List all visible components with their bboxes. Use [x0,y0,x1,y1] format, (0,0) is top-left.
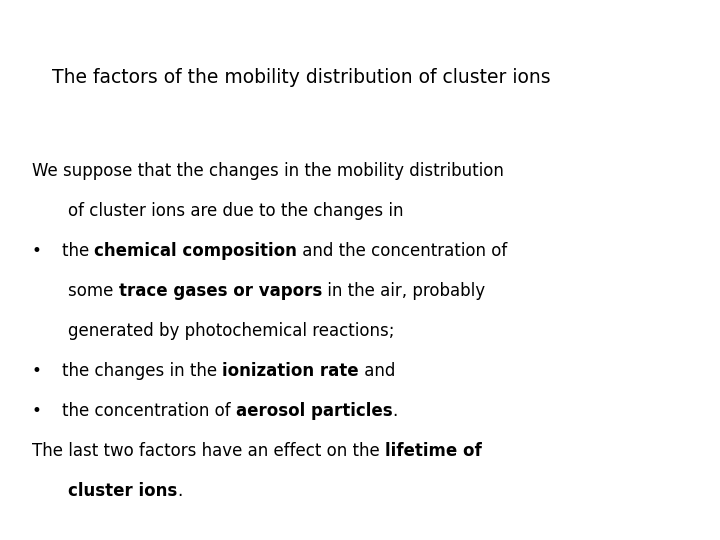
Text: •: • [32,362,42,380]
Text: .: . [392,402,397,420]
Text: ionization rate: ionization rate [222,362,359,380]
Text: generated by photochemical reactions;: generated by photochemical reactions; [68,322,395,340]
Text: .: . [177,482,182,500]
Text: in the air, probably: in the air, probably [322,282,485,300]
Text: We suppose that the changes in the mobility distribution: We suppose that the changes in the mobil… [32,162,504,180]
Text: •: • [32,402,42,420]
Text: aerosol particles: aerosol particles [236,402,392,420]
Text: the concentration of: the concentration of [62,402,236,420]
Text: of cluster ions are due to the changes in: of cluster ions are due to the changes i… [68,202,403,220]
Text: chemical composition: chemical composition [94,242,297,260]
Text: and the concentration of: and the concentration of [297,242,508,260]
Text: cluster ions: cluster ions [68,482,177,500]
Text: •: • [32,242,42,260]
Text: The factors of the mobility distribution of cluster ions: The factors of the mobility distribution… [52,68,551,87]
Text: The last two factors have an effect on the: The last two factors have an effect on t… [32,442,385,460]
Text: the: the [62,242,94,260]
Text: and: and [359,362,395,380]
Text: trace gases or vapors: trace gases or vapors [119,282,322,300]
Text: the changes in the: the changes in the [62,362,222,380]
Text: lifetime of: lifetime of [385,442,482,460]
Text: some: some [68,282,119,300]
